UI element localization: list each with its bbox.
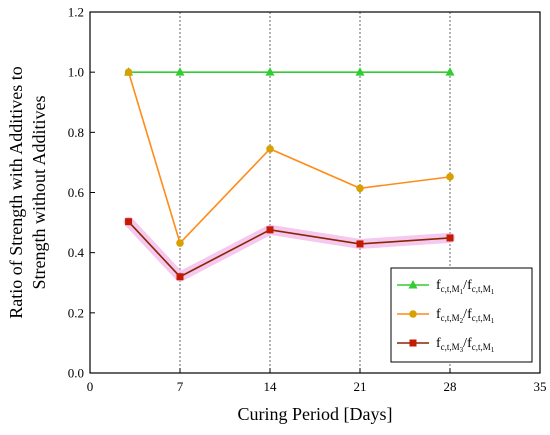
triangle-marker: [355, 67, 365, 76]
x-axis-label: Curing Period [Days]: [238, 404, 393, 424]
triangle-marker: [265, 67, 275, 76]
circle-marker: [266, 145, 274, 153]
square-marker: [446, 234, 454, 242]
x-tick-label: 28: [444, 379, 457, 394]
square-marker: [266, 226, 274, 234]
series-markers: [124, 67, 455, 281]
y-tick-label: 1.2: [68, 5, 84, 20]
legend-label: fc,t,M3/fc,t,M1: [436, 336, 495, 354]
y-tick-label: 0.4: [68, 245, 85, 260]
y-tick-label: 0.2: [68, 305, 84, 320]
circle-marker: [409, 310, 417, 318]
x-tick-label: 0: [87, 379, 94, 394]
y-tick-label: 0.0: [68, 366, 84, 381]
y-axis-label-line: Ratio of Strength with Additives to: [6, 66, 26, 319]
y-tick-label: 0.8: [68, 125, 84, 140]
x-tick-label: 14: [264, 379, 278, 394]
axis-ticks: [89, 11, 541, 374]
triangle-marker: [445, 67, 455, 76]
y-tick-label: 1.0: [68, 65, 84, 80]
triangle-marker: [175, 67, 185, 76]
x-tick-labels: 0 7 14 21 28 35: [87, 379, 547, 394]
x-tick-label: 35: [534, 379, 547, 394]
legend-label: fc,t,M2/fc,t,M1: [436, 307, 495, 325]
series-line-2: [127, 71, 451, 245]
square-marker: [409, 339, 417, 347]
y-axis-label-line: Strength without Additives: [29, 95, 49, 289]
square-marker: [125, 218, 133, 226]
y-axis-label: Ratio of Strength with Additives to Stren…: [6, 66, 49, 319]
circle-marker: [356, 184, 364, 193]
circle-marker: [176, 239, 184, 247]
legend-label: fc,t,M1/fc,t,M1: [436, 278, 495, 296]
x-tick-label: 21: [354, 379, 367, 394]
triangle-marker: [408, 280, 418, 289]
square-marker: [176, 273, 184, 281]
square-marker: [356, 240, 364, 248]
y-tick-label: 0.6: [68, 185, 85, 200]
circle-marker: [124, 68, 133, 76]
circle-marker: [446, 173, 454, 181]
x-tick-label: 7: [177, 379, 184, 394]
legend: fc,t,M1/fc,t,M1 fc,t,M2/fc,t,M1 fc,t,M3/fc…: [390, 267, 533, 363]
y-tick-labels: 0.0 0.2 0.4 0.6 0.8 1.0 1.2: [68, 5, 85, 381]
